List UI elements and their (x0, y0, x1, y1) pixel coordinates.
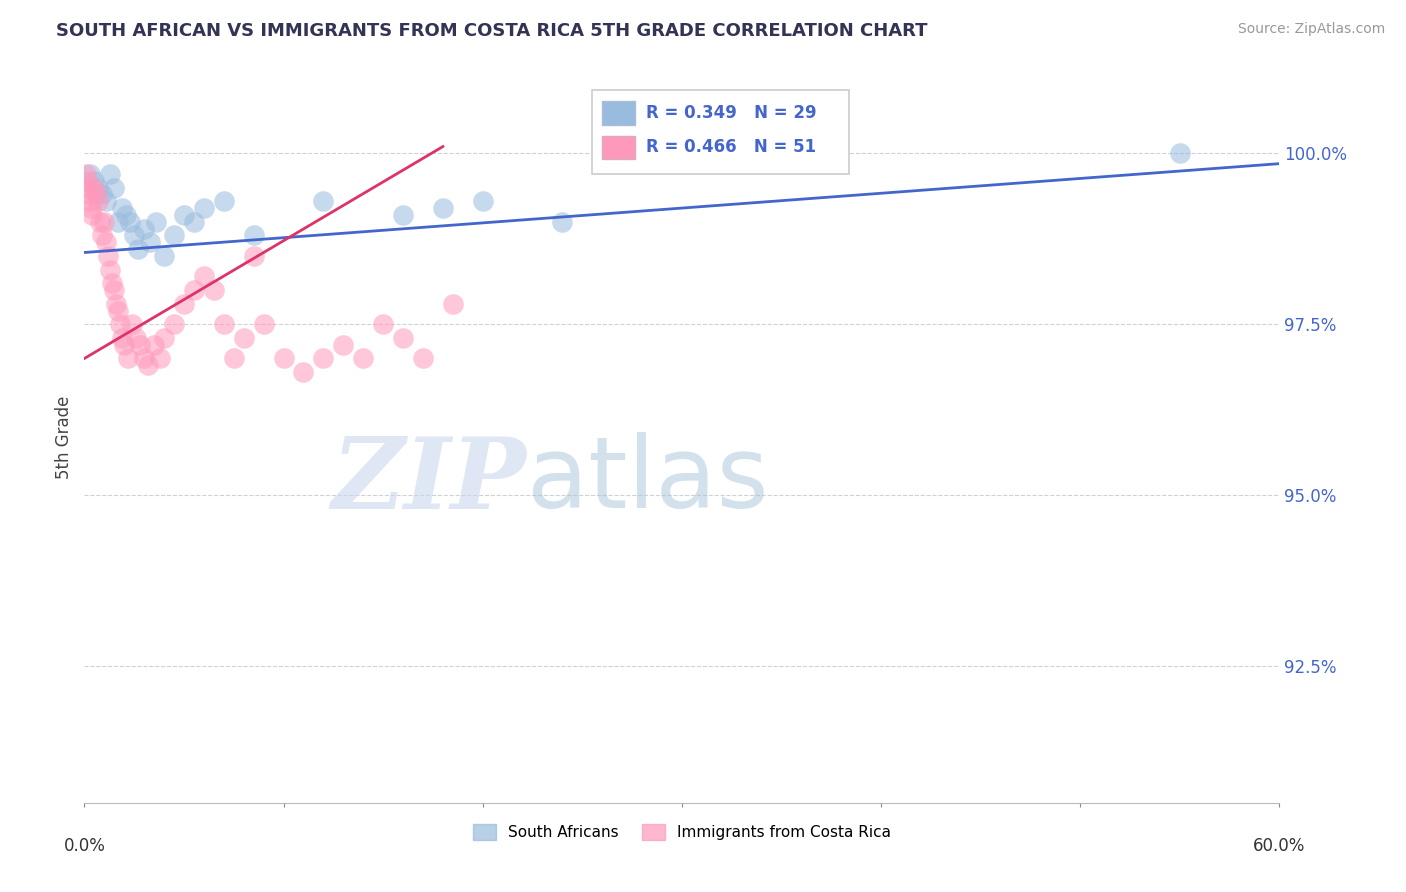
Point (149, 351, 172, 366)
Point (93, 215, 115, 229)
Point (143, 338, 166, 352)
Point (76, 174, 98, 188)
Text: Source: ZipAtlas.com: Source: ZipAtlas.com (1237, 22, 1385, 37)
Point (312, 351, 335, 366)
Point (183, 215, 205, 229)
Point (83, 180, 105, 194)
Point (91, 228, 114, 243)
Point (392, 208, 415, 222)
Point (122, 228, 145, 243)
Point (153, 249, 176, 263)
Point (79, 167, 101, 181)
Point (77, 180, 100, 194)
Point (352, 351, 374, 366)
Point (96, 235, 118, 250)
Point (212, 318, 235, 332)
Legend: South Africans, Immigrants from Costa Rica: South Africans, Immigrants from Costa Ri… (467, 818, 897, 847)
Point (222, 351, 245, 366)
Point (129, 338, 152, 352)
Point (173, 208, 195, 222)
Point (111, 201, 134, 215)
Point (153, 331, 176, 345)
Point (373, 318, 395, 332)
Point (110, 318, 132, 332)
Point (441, 297, 464, 311)
Point (145, 215, 167, 229)
Point (412, 351, 434, 366)
Point (312, 194, 335, 209)
Y-axis label: 5th Grade: 5th Grade (55, 395, 73, 479)
Point (89, 215, 111, 229)
Point (163, 318, 186, 332)
Bar (602, 102, 636, 125)
Point (471, 194, 494, 209)
Point (107, 215, 129, 229)
Point (193, 201, 215, 215)
Point (232, 331, 254, 345)
Text: atlas: atlas (527, 433, 768, 530)
Point (292, 365, 315, 379)
Point (96, 194, 118, 209)
Point (1168, 146, 1191, 161)
Point (212, 194, 235, 209)
Point (173, 297, 195, 311)
Point (132, 221, 156, 235)
Point (98, 262, 121, 277)
Point (242, 228, 264, 243)
Point (242, 249, 264, 263)
Point (136, 359, 159, 373)
Point (117, 351, 139, 366)
Point (273, 351, 295, 366)
Point (139, 235, 162, 250)
Text: 60.0%: 60.0% (1253, 837, 1306, 855)
Point (86, 187, 108, 202)
Point (111, 331, 134, 345)
Point (83, 174, 105, 188)
Point (127, 242, 149, 256)
Text: 0.0%: 0.0% (63, 837, 105, 855)
Point (101, 277, 124, 291)
Bar (602, 136, 636, 159)
Point (551, 215, 574, 229)
Point (103, 180, 125, 194)
Point (105, 297, 128, 311)
Point (98, 167, 121, 181)
Point (115, 208, 138, 222)
Point (193, 269, 215, 284)
Text: ZIP: ZIP (332, 433, 527, 529)
Point (253, 318, 276, 332)
Point (79, 187, 101, 202)
Text: R = 0.349   N = 29: R = 0.349 N = 29 (647, 104, 817, 122)
Point (332, 338, 354, 352)
Point (125, 331, 148, 345)
Point (107, 303, 129, 318)
Point (91, 187, 114, 202)
Point (87, 180, 110, 194)
Point (112, 338, 135, 352)
Point (432, 201, 454, 215)
Point (97, 249, 120, 263)
Point (121, 318, 143, 332)
Point (132, 351, 156, 366)
Point (80, 201, 103, 215)
Point (103, 283, 125, 297)
FancyBboxPatch shape (592, 90, 849, 174)
Point (120, 215, 142, 229)
Point (392, 331, 415, 345)
Point (202, 283, 225, 297)
Point (82, 208, 104, 222)
Point (163, 228, 186, 243)
Point (183, 283, 205, 297)
Text: SOUTH AFRICAN VS IMMIGRANTS FROM COSTA RICA 5TH GRADE CORRELATION CHART: SOUTH AFRICAN VS IMMIGRANTS FROM COSTA R… (56, 22, 928, 40)
Point (75, 167, 97, 181)
Point (87, 194, 110, 209)
Text: R = 0.466   N = 51: R = 0.466 N = 51 (647, 138, 815, 156)
Point (79, 194, 101, 209)
